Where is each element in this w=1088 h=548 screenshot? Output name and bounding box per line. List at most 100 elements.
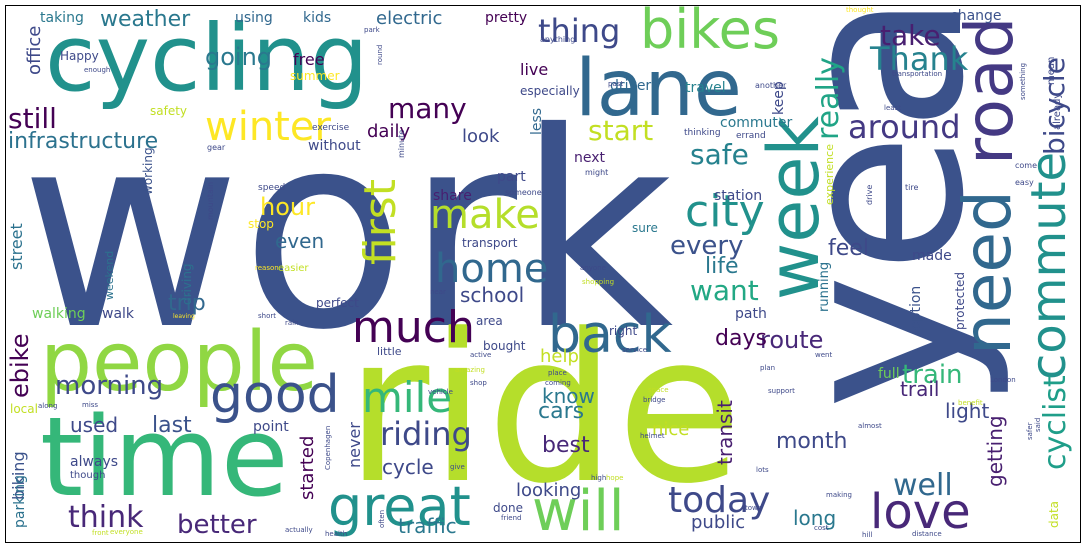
word-winter: winter — [205, 104, 331, 150]
word-looking: looking — [516, 480, 581, 501]
word-anything: anything — [540, 35, 575, 44]
word-experience: experience — [823, 144, 836, 205]
word-shopping: shopping — [582, 278, 614, 286]
word-past: past — [608, 80, 623, 88]
word-weather: weather — [100, 7, 191, 32]
word-free: free — [293, 50, 325, 69]
word-hope: hope — [606, 474, 623, 482]
word-copenhagen: Copenhagen — [324, 426, 332, 470]
word-people: people — [40, 315, 318, 410]
word-tire: tire — [905, 183, 918, 192]
word-someone: someone — [505, 188, 542, 197]
word-thinking: thinking — [684, 128, 721, 138]
word-school: school — [460, 283, 524, 307]
word-went: went — [815, 351, 832, 359]
word-another: another — [755, 81, 787, 90]
word-london: London — [990, 376, 1016, 384]
word-driving: driving — [180, 263, 194, 305]
word-street: street — [7, 223, 26, 270]
word-back: back — [548, 305, 672, 365]
word-helmet: helmet — [640, 432, 665, 440]
word-commute: commute — [1021, 152, 1077, 380]
word-road: road — [951, 17, 1028, 165]
word-round: round — [376, 45, 384, 65]
word-give: give — [450, 463, 465, 471]
word-station: station — [714, 188, 762, 204]
word-still: still — [8, 102, 57, 135]
word-cycle: cycle — [382, 455, 434, 479]
word-office: office — [24, 26, 45, 75]
word-love: love — [870, 484, 971, 540]
word-used: used — [70, 413, 118, 437]
word-service: service — [622, 346, 647, 354]
word-city: city — [685, 186, 765, 237]
word-leaving: leaving — [173, 313, 195, 320]
word-thing: thing — [538, 12, 620, 50]
word-ride: ride — [345, 291, 743, 529]
word-protected: protected — [953, 272, 967, 330]
word-stop: stop — [248, 217, 274, 231]
word-bought: bought — [483, 339, 526, 353]
word-cost: cost — [814, 524, 829, 532]
word-walking: walking — [32, 306, 86, 322]
word-short: short — [258, 312, 276, 320]
word-good: good — [210, 365, 340, 425]
word-take: take — [880, 19, 941, 52]
word-gear: gear — [207, 143, 226, 152]
word-often: often — [378, 510, 386, 528]
word-right: right — [609, 324, 637, 338]
word-much: much — [352, 302, 475, 353]
word-help: help — [540, 346, 579, 367]
word-amazing: amazing — [455, 366, 485, 374]
word-cyclist: cyclist — [1038, 375, 1073, 470]
word-live: live — [520, 60, 548, 79]
word-cars: cars — [538, 399, 584, 424]
word-light: light — [945, 399, 989, 423]
word-mean: mean — [1046, 57, 1057, 85]
word-speed: speed — [258, 183, 285, 193]
word-thought: thought — [846, 6, 874, 14]
word-started: started — [297, 436, 318, 500]
word-mountain: mountain — [206, 182, 215, 220]
word-first: first — [355, 179, 406, 265]
word-errand: errand — [736, 131, 766, 141]
word-coming: coming — [545, 379, 571, 387]
word-summer: summer — [290, 69, 340, 83]
word-will: will — [532, 479, 624, 544]
word-mile: mile — [362, 373, 452, 422]
word-town: town — [745, 504, 762, 512]
word-every: every — [670, 231, 743, 261]
word-safety: safety — [150, 104, 187, 118]
word-benefit: benefit — [958, 399, 983, 407]
word-data: data — [1047, 501, 1061, 528]
word-well: well — [893, 468, 953, 503]
word-look: look — [462, 126, 500, 147]
word-already: already — [1052, 93, 1063, 130]
word-great: great — [328, 475, 471, 538]
word-around: around — [848, 108, 961, 146]
word-public: public — [691, 512, 745, 533]
word-vehicle: vehicle — [428, 388, 453, 396]
word-share: share — [433, 188, 472, 204]
word-nice: nice — [652, 419, 689, 440]
word-home: home — [435, 246, 548, 292]
word-park: park — [364, 26, 381, 34]
word-going: going — [205, 43, 272, 71]
word-enough: enough — [84, 66, 110, 74]
word-front: front — [92, 529, 109, 537]
word-electric: electric — [376, 8, 442, 29]
word-time: time — [40, 393, 289, 521]
word-need: need — [949, 190, 1026, 355]
word-kids: kids — [303, 10, 331, 26]
word-point: point — [253, 419, 289, 435]
word-support: support — [768, 387, 795, 395]
word-daily: daily — [367, 121, 410, 142]
word-parking: parking — [12, 475, 28, 528]
word-walk: walk — [102, 306, 135, 322]
word-near: near — [430, 288, 446, 296]
word-cycling: cycling — [45, 5, 368, 112]
word-transit: transit — [713, 400, 737, 465]
word-travel: travel — [685, 80, 726, 96]
word-health: health — [325, 530, 347, 538]
word-path: path — [735, 306, 767, 322]
